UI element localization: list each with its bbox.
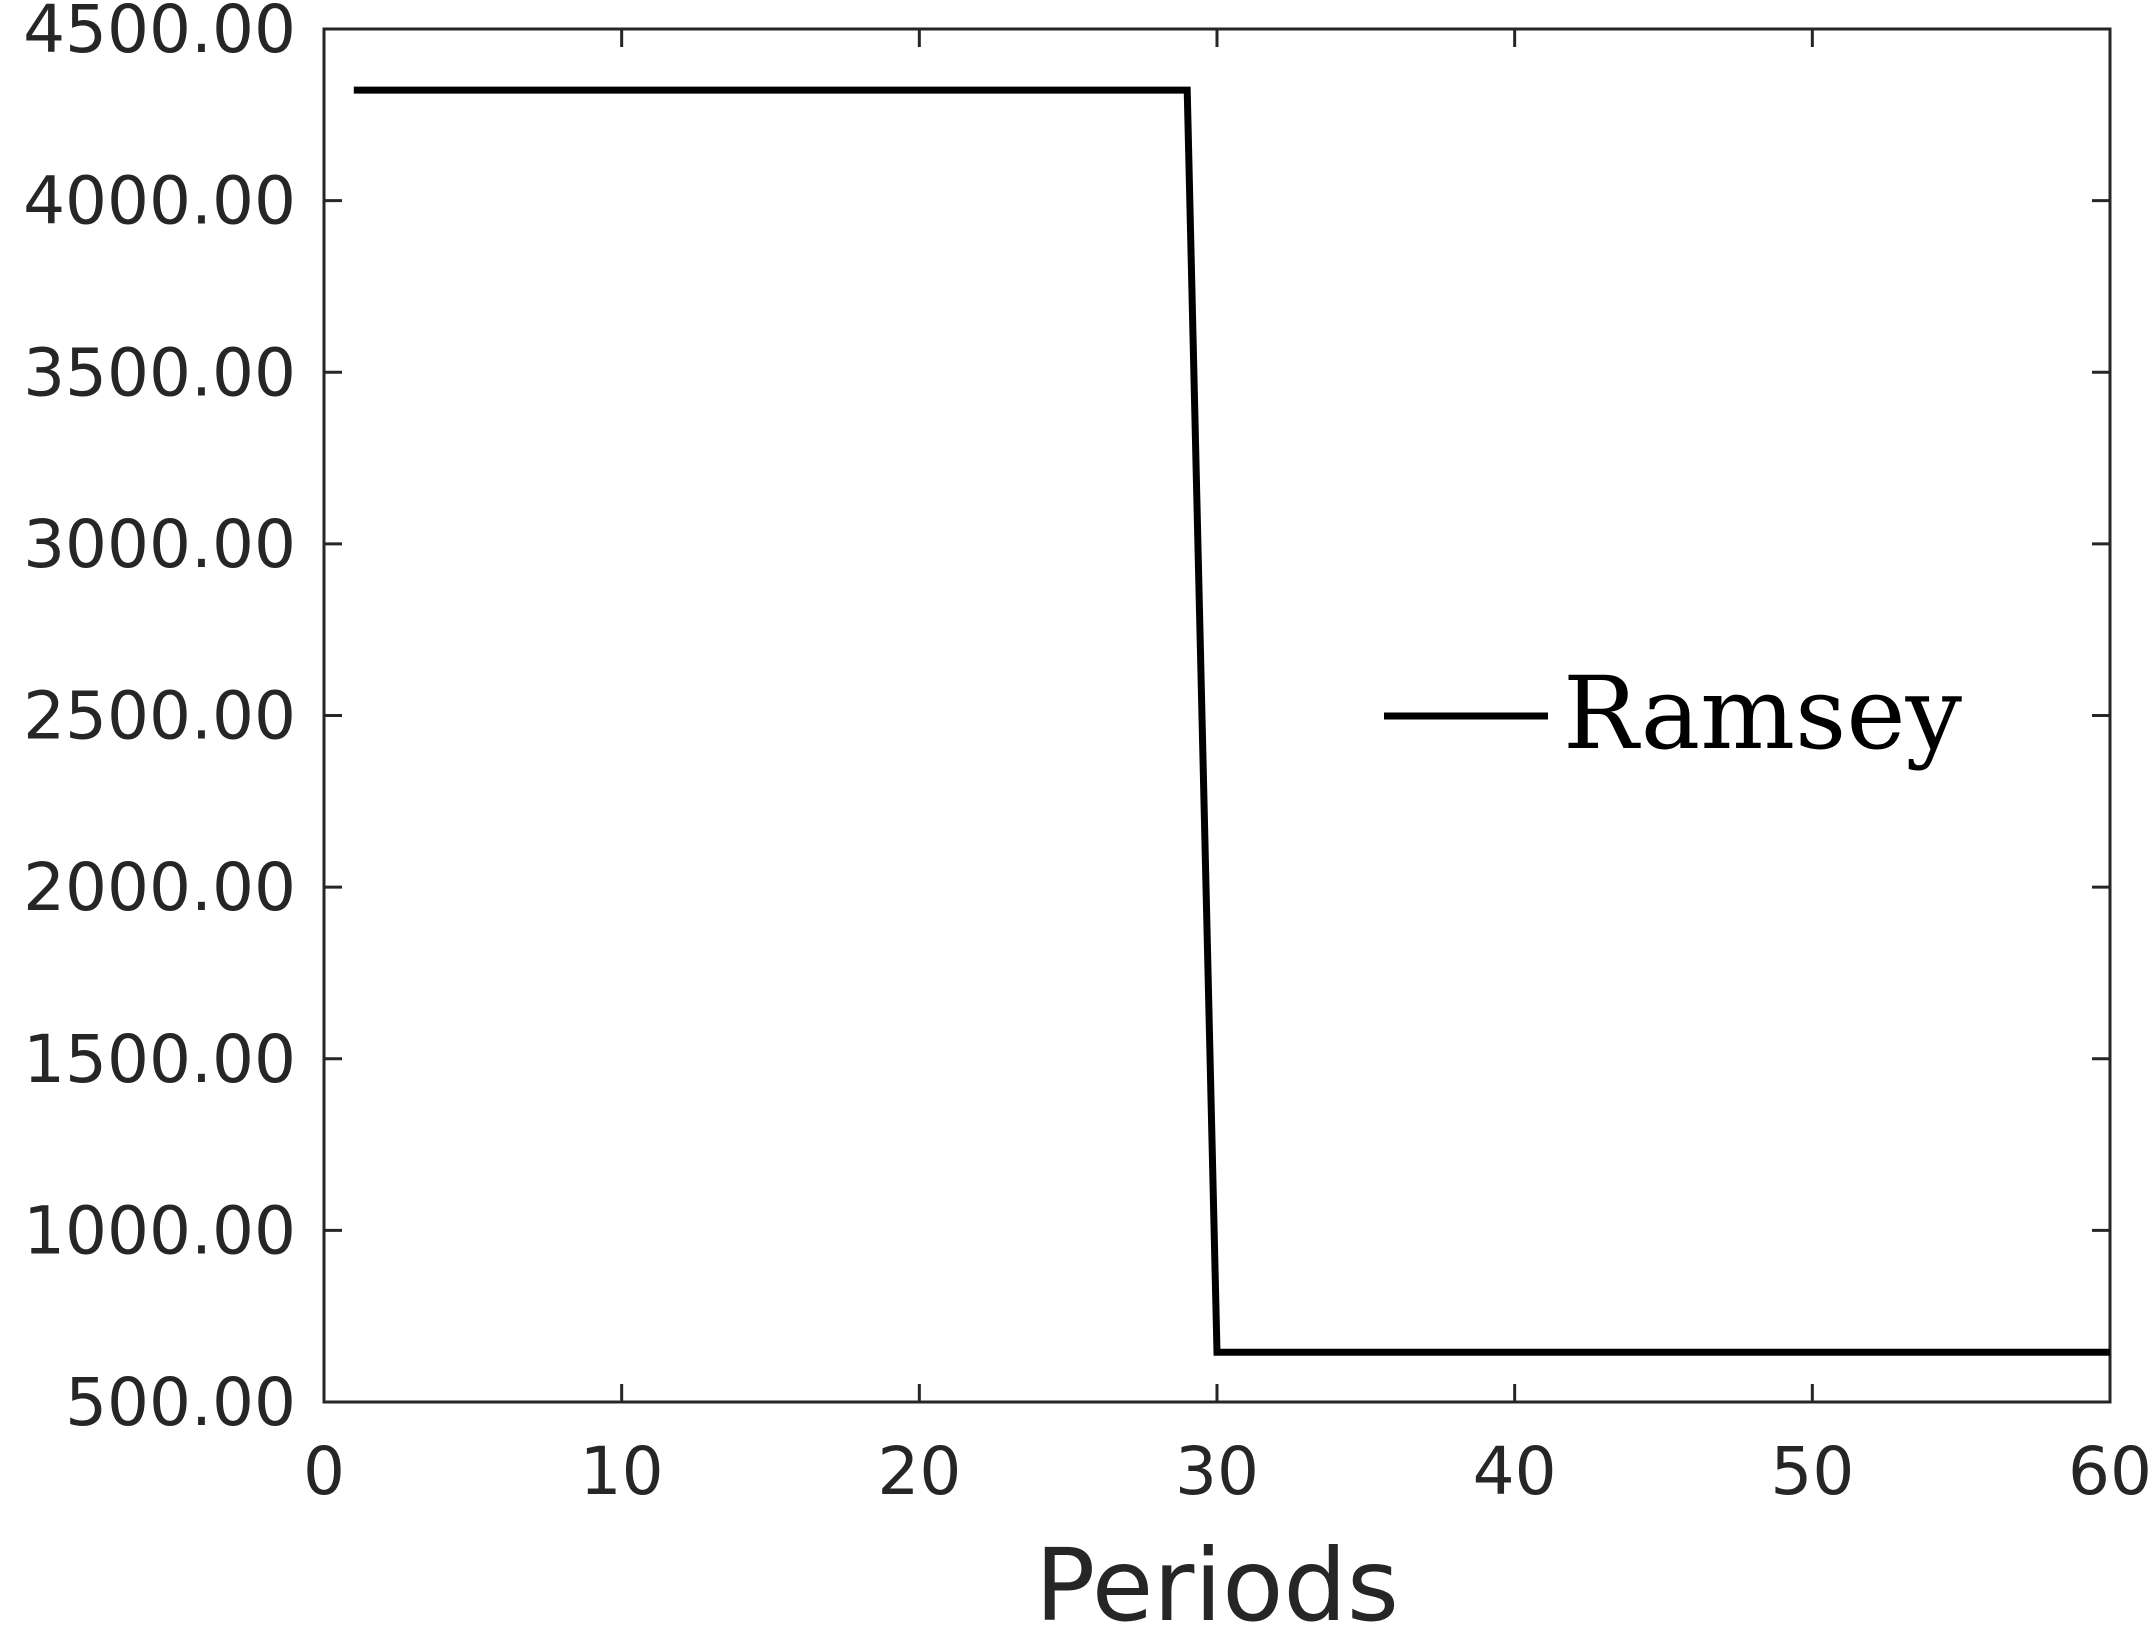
x-tick-label: 40: [1473, 1433, 1557, 1510]
y-tick-label: 3000.00: [23, 506, 296, 583]
labels-layer: 0 10 20 30 40 50 60 500.00 1000.00 1500.00 2000.00…: [23, 0, 2152, 1510]
y-tick-label: 4500.00: [23, 0, 296, 68]
y-tick-label: 3500.00: [23, 334, 296, 411]
y-tick-label: 2500.00: [23, 678, 296, 755]
x-tick-label: 10: [580, 1433, 664, 1510]
x-axis-title: Periods: [1035, 1527, 1399, 1627]
y-tick-label: 1000.00: [23, 1192, 296, 1269]
y-tick-label: 1500.00: [23, 1021, 296, 1098]
x-tick-label: 30: [1175, 1433, 1259, 1510]
series-layer: [353, 86, 2110, 1356]
legend: Ramsey: [1384, 655, 1963, 772]
legend-label: Ramsey: [1563, 655, 1963, 772]
y-tick-label: 4000.00: [23, 163, 296, 240]
y-tick-label: 500.00: [65, 1364, 296, 1441]
plot-area: [322, 27, 2112, 1404]
series-line-ramsey: [353, 86, 2110, 1356]
x-tick-label: 20: [877, 1433, 961, 1510]
x-tick-label: 0: [303, 1433, 345, 1510]
x-tick-label: 50: [1770, 1433, 1854, 1510]
y-tick-label: 2000.00: [23, 849, 296, 926]
axes-frame: [322, 27, 2112, 1404]
x-tick-label: 60: [2068, 1433, 2152, 1510]
ticks-layer: [322, 27, 2112, 1404]
